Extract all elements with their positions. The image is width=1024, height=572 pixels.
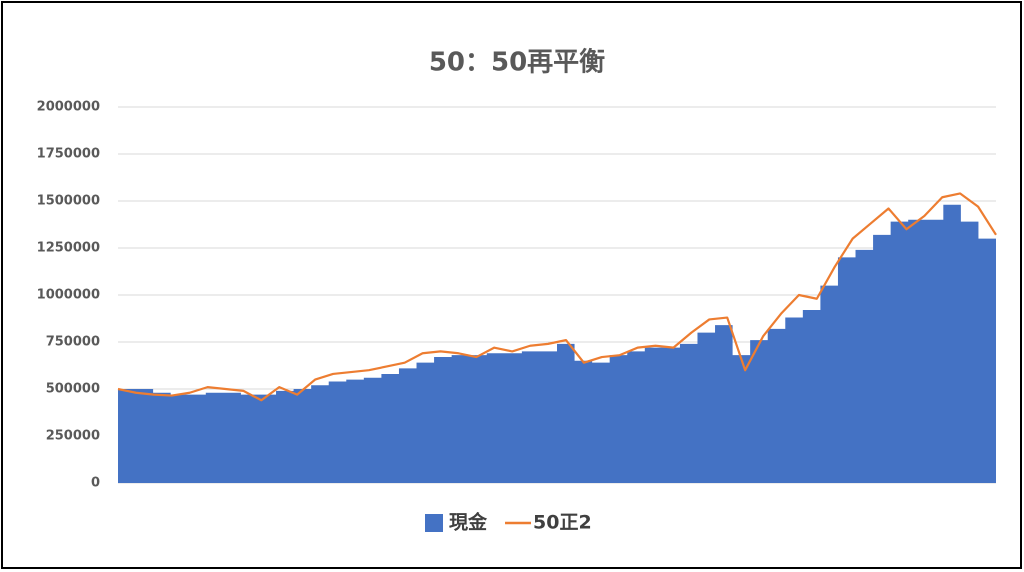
y-tick-label: 0 xyxy=(91,476,100,491)
legend-label: 50正2 xyxy=(533,512,592,534)
area xyxy=(118,204,996,483)
y-tick-label: 750000 xyxy=(46,335,100,350)
legend-label: 現金 xyxy=(449,511,488,534)
line xyxy=(117,192,997,402)
chart-title: 50：50再平衡 xyxy=(429,47,605,78)
legend-swatch xyxy=(425,514,443,532)
y-tick-label: 1500000 xyxy=(37,194,100,209)
y-tick-label: 1250000 xyxy=(37,241,100,256)
y-tick-label: 250000 xyxy=(46,429,100,444)
y-tick-label: 2000000 xyxy=(37,100,100,115)
y-tick-label: 1750000 xyxy=(37,147,100,162)
y-tick-label: 1000000 xyxy=(37,288,100,303)
y-tick-label: 500000 xyxy=(46,382,100,397)
